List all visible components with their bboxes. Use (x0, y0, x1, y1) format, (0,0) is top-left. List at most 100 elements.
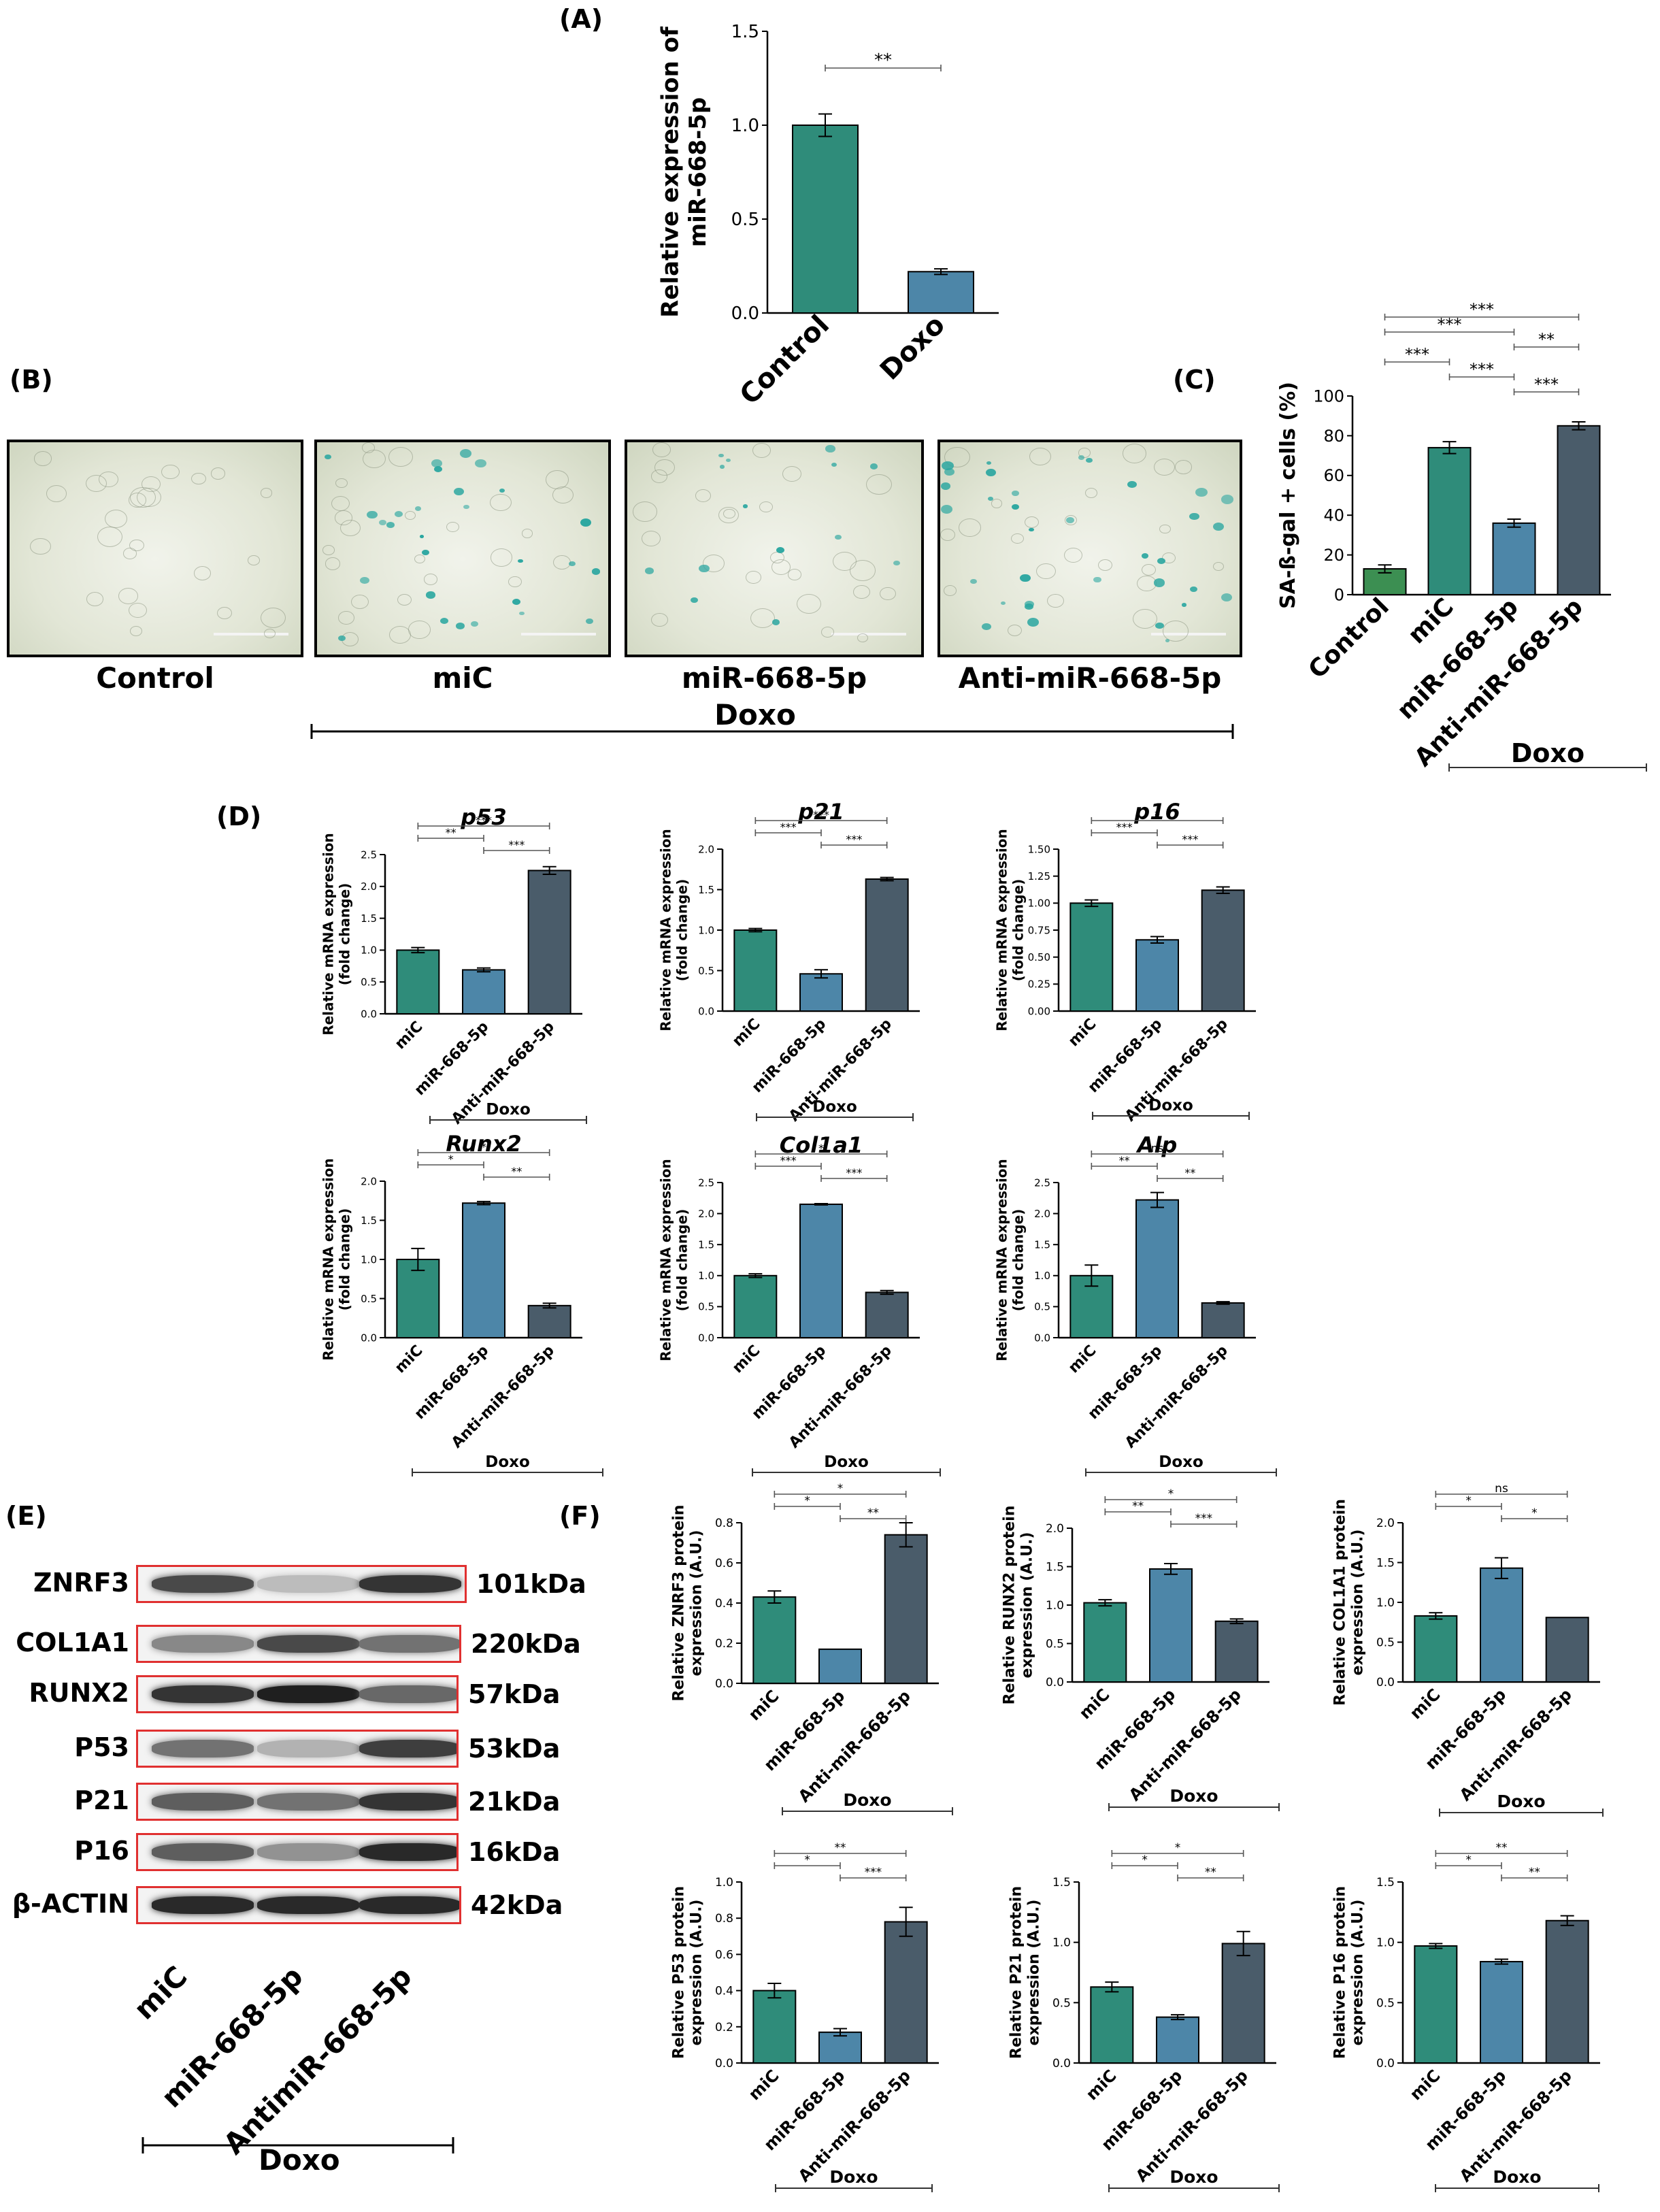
stained-cell (771, 619, 780, 625)
significance-label: * (448, 1153, 454, 1166)
y-tick-label: 0.25 (1028, 978, 1050, 991)
scale-bar (214, 633, 288, 635)
stained-cell (1221, 593, 1233, 601)
significance-label: * (1168, 1487, 1174, 1501)
y-tick-label: 0 (1334, 585, 1344, 604)
chart-f-runx2: 0.0 0.5 1.0 1.5 2.0 Relative RUNX2 protein exp… (1001, 1487, 1280, 1811)
blot-protein-label: P53 (74, 1732, 129, 1762)
y-axis-label: Relative mRNA expression (658, 829, 674, 1031)
cell-outline (745, 571, 761, 584)
stained-cell (421, 549, 430, 556)
y-tick-label: 1.50 (1028, 843, 1050, 855)
significance-label: ** (1119, 1154, 1130, 1167)
stained-cell (893, 560, 900, 566)
y-axis-label: Relative ZNRF3 protein (670, 1505, 687, 1702)
y-axis-label: expression (A.U.) (1026, 1900, 1043, 2046)
bar (752, 1596, 797, 1684)
blot-protein-label: P16 (74, 1836, 129, 1866)
y-axis-label: (fold change) (1010, 879, 1027, 982)
blot-strip (136, 1886, 461, 1924)
y-axis-label: expression (A.U.) (1019, 1532, 1036, 1679)
y-tick-label: 1.0 (731, 116, 759, 136)
stained-cell (1155, 622, 1164, 629)
stained-cell (499, 488, 505, 493)
y-tick-label: 2.0 (698, 843, 714, 855)
blot-band (257, 1843, 359, 1861)
significance-label: ** (1205, 1866, 1216, 1879)
cell-outline (782, 465, 802, 482)
blot-size-label: 57kDa (468, 1679, 561, 1709)
cell-outline (46, 485, 67, 502)
stained-cell (970, 578, 978, 584)
bar (1414, 1615, 1458, 1683)
bar (1156, 2016, 1199, 2064)
bar (1069, 902, 1114, 1012)
blot-strip (136, 1783, 459, 1821)
y-axis-label: miR-668-5p (684, 97, 712, 247)
stained-cell (455, 622, 465, 630)
stained-cell (1020, 574, 1031, 582)
category-label: Anti-miR-668-5p (795, 1686, 914, 1806)
blot-protein-label: P21 (74, 1785, 129, 1815)
micrograph-mic (314, 440, 611, 657)
y-tick-label: 2.0 (361, 880, 377, 893)
cell-outline (1007, 624, 1023, 637)
cell-outline (128, 493, 146, 508)
y-tick-label: 1.0 (698, 1270, 714, 1282)
bar (818, 2031, 862, 2064)
cell-outline (1085, 488, 1098, 499)
panel-label-f: (F) (559, 1501, 601, 1531)
significance-label: *** (1470, 300, 1494, 319)
cell-outline (404, 510, 416, 521)
chart-f-col1a1: 0.0 0.5 1.0 1.5 2.0 Relative COL1A1 protein ex… (1331, 1482, 1604, 1817)
cell-outline (260, 607, 286, 628)
cell-outline (1065, 515, 1078, 525)
cell-outline (86, 592, 104, 606)
bar (1545, 1919, 1589, 2064)
stained-cell (986, 461, 991, 465)
bar (527, 870, 571, 1015)
significance-label: *** (1195, 1512, 1213, 1525)
stained-cell (742, 504, 748, 508)
blot-band (257, 1685, 359, 1703)
y-tick-label: 0.0 (361, 1332, 377, 1344)
y-axis-label: (fold change) (674, 879, 691, 982)
y-tick-label: 1.5 (731, 22, 759, 42)
blot-band (152, 1575, 254, 1593)
y-tick-label: 0.5 (698, 965, 714, 977)
stained-cell (453, 488, 464, 496)
cell-outline (759, 501, 773, 513)
cell-outline (940, 529, 956, 542)
bar (1557, 425, 1601, 595)
y-tick-label: 0.5 (361, 976, 377, 988)
cell-outline (1159, 524, 1171, 534)
chart-d-alp: 0.0 0.5 1.0 1.5 2.0 2.5 Relative mRNA expressi… (994, 1132, 1277, 1476)
stained-cell (359, 576, 369, 584)
stained-cell (644, 567, 654, 575)
blot-size-label: 220kDa (471, 1629, 581, 1659)
y-tick-label: 2.5 (361, 848, 377, 861)
category-label: Control (1304, 593, 1395, 684)
stained-cell (433, 466, 443, 473)
doxo-bracket-e (142, 2137, 454, 2153)
cell-outline (642, 531, 661, 547)
cell-outline (1047, 593, 1065, 608)
micrograph-caption-mic: miC (432, 661, 493, 695)
y-tick-label: 0.5 (1046, 1637, 1064, 1651)
stained-cell (325, 454, 332, 460)
bar (1149, 1568, 1193, 1683)
y-tick-label: 0.0 (361, 1008, 377, 1020)
bar (396, 1259, 440, 1338)
y-tick-label: 0.5 (1052, 1996, 1071, 2010)
y-tick-label: 0.8 (715, 1912, 733, 1926)
stained-cell (425, 591, 435, 599)
stained-cell (585, 618, 594, 625)
stained-cell (726, 458, 731, 463)
cell-outline (632, 501, 657, 522)
significance-label: *** (780, 1154, 797, 1167)
bar (1221, 1943, 1265, 2064)
bar (1492, 522, 1536, 596)
cell-outline (750, 608, 776, 629)
cell-outline (879, 587, 897, 601)
y-tick-label: 1.5 (1034, 1238, 1050, 1251)
